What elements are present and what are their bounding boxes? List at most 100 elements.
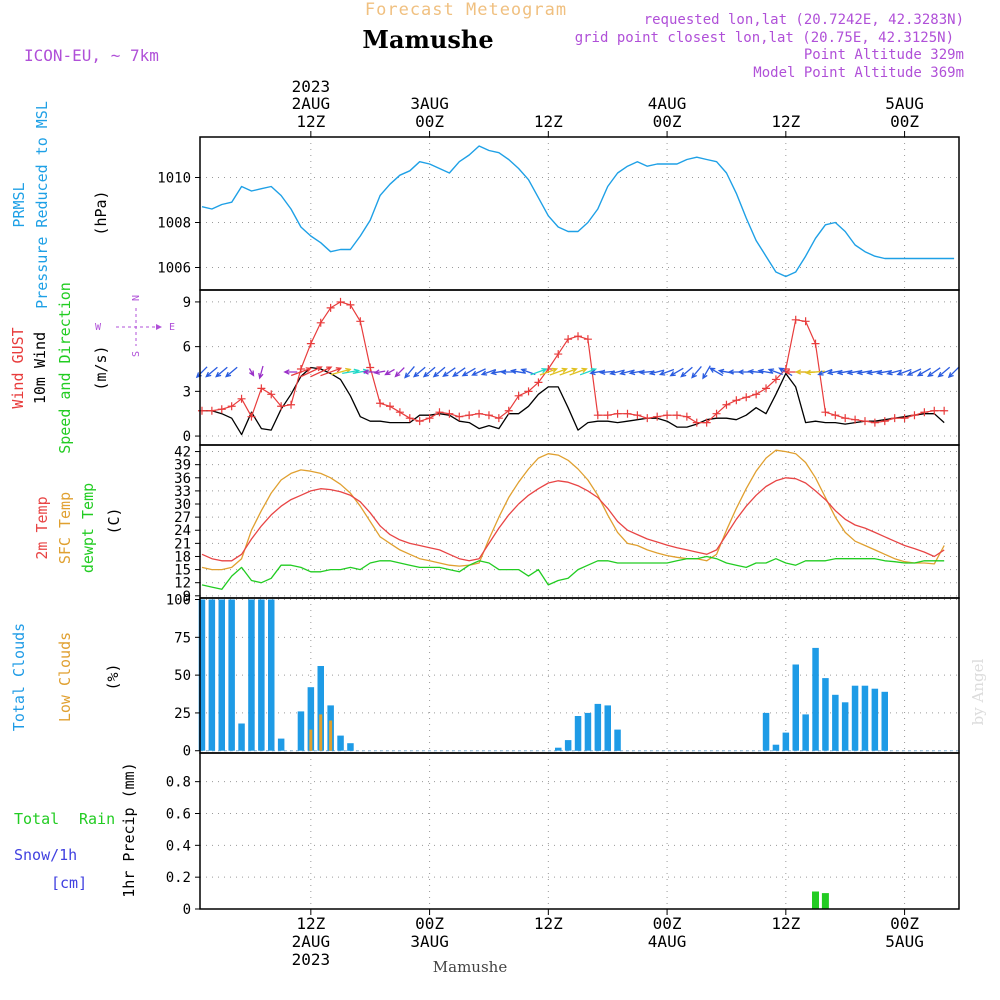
wind-direction-arrow-icon (886, 369, 902, 376)
total-cloud-bar (792, 664, 799, 751)
wind-gust-marker (623, 409, 632, 418)
low-cloud-bar (319, 714, 323, 751)
snow-label: Snow/1h (14, 846, 77, 864)
total-cloud-bar (812, 647, 819, 751)
bottom-time-label: 00Z (890, 914, 919, 933)
wind-gust-marker (425, 414, 434, 423)
wind-gust-marker (534, 378, 543, 387)
wind-direction-arrow-icon (619, 369, 635, 376)
y-tick-label: 100 (166, 593, 191, 609)
y-tick-label: 1010 (157, 171, 191, 187)
wind-direction-arrow-icon (817, 368, 833, 376)
total-cloud-bar (208, 599, 216, 751)
wind-gust-marker (445, 409, 454, 418)
y-tick-label: 39 (174, 458, 191, 474)
clouds-unit: (%) (104, 663, 122, 690)
wind-gust-marker (851, 415, 860, 424)
wind-gust-marker (821, 408, 830, 417)
wind-unit: (m/s) (92, 345, 110, 390)
total-cloud-bar (762, 712, 770, 751)
y-tick-label: 1006 (157, 261, 191, 277)
temp-unit: (C) (105, 507, 123, 534)
compass-arrow-icon (156, 324, 162, 330)
header: Forecast Meteogram Mamushe ICON-EU, ~ 7k… (24, 0, 964, 81)
y-tick-label: 15 (174, 563, 191, 579)
y-tick-label: 0 (183, 902, 191, 918)
total-cloud-bar (564, 740, 572, 751)
low-clouds-label: Low Clouds (56, 632, 74, 722)
wind-gust-marker (435, 408, 444, 417)
total-cloud-bar (218, 599, 225, 751)
bottom-time-label: 3AUG (410, 932, 449, 951)
wind-direction-arrow-icon (362, 369, 377, 375)
model-altitude: Model Point Altitude 369m (753, 65, 964, 81)
wind-direction-arrow-icon (412, 366, 426, 378)
grid-point-coords: grid point closest lon,lat (20.75E, 42.3… (575, 30, 954, 46)
wind-gust-marker (227, 402, 236, 411)
panel-frame (199, 444, 960, 599)
frame-layer (199, 136, 960, 910)
wind-gust-marker (564, 335, 573, 344)
y-tick-label: 18 (174, 549, 191, 565)
wind-direction-arrow-icon (224, 366, 238, 378)
wind-direction-arrow-icon (432, 366, 446, 378)
total-cloud-bar (782, 732, 790, 751)
total-cloud-bar (347, 743, 354, 751)
wind-gust-marker (653, 412, 662, 421)
wind-gust-marker (643, 414, 652, 423)
pressure-unit: (hPa) (92, 190, 110, 235)
y-tick-label: 0 (183, 744, 191, 760)
wind-direction-arrow-icon (927, 367, 941, 377)
wind-gust-marker (257, 384, 266, 393)
total-cloud-bar (584, 712, 592, 751)
wind-gust-marker (514, 391, 523, 400)
y-tick-label: 42 (174, 445, 191, 461)
wind-direction-arrow-icon (702, 365, 711, 380)
wind-direction-arrow-icon (461, 367, 476, 377)
compass-east: E (169, 322, 175, 333)
total-cloud-bar (594, 703, 602, 751)
wind-direction-arrow-icon (248, 368, 255, 377)
compass-rose: N S W E (95, 295, 175, 357)
total-cloud-bar (337, 735, 344, 751)
y-tick-label: 0.8 (166, 775, 191, 791)
total-cloud-bar (851, 685, 859, 751)
wind-gust-marker (366, 363, 375, 372)
y-tick-label: 3 (183, 384, 191, 400)
wind-gust-marker (752, 390, 761, 399)
wind-direction-arrow-icon (530, 367, 548, 376)
wind-gust-marker (910, 411, 919, 420)
wind-gust-marker (395, 408, 404, 417)
wind-gust-marker (880, 417, 889, 426)
wind-gust-marker (465, 411, 474, 420)
wind-gust-marker (940, 406, 949, 415)
wind-gust-marker (811, 339, 820, 348)
pressure-msl-label: Pressure Reduced to MSL (33, 101, 51, 309)
y-tick-label: 12 (174, 576, 191, 592)
wind-direction-arrow-icon (422, 366, 436, 378)
wind-gust-marker (277, 402, 286, 411)
wind-gust-marker (574, 332, 583, 341)
wind-gust-marker (247, 412, 256, 421)
wind-gust-marker (405, 414, 414, 423)
bottom-time-label: 12Z (534, 914, 563, 933)
compass-north: N (131, 295, 142, 301)
total-cloud-bar (822, 678, 829, 751)
y-tick-label: 0.2 (166, 870, 191, 886)
bottom-time-label: 12Z (771, 914, 800, 933)
wind-direction-arrow-icon (300, 366, 323, 378)
top-time-label: 00Z (890, 112, 919, 131)
wind-gust-marker (613, 409, 622, 418)
location-title: Mamushe (362, 25, 493, 54)
total-cloud-bar (248, 599, 255, 751)
temp-labels: 2m Temp SFC Temp dewpt Temp (C) (33, 483, 123, 573)
y-tick-label: 1008 (157, 216, 191, 232)
wind-gust-marker (376, 399, 385, 408)
wind-direction-arrow-icon (896, 368, 912, 376)
wind-direction-arrow-icon (691, 365, 702, 379)
wind-gust-marker (346, 300, 355, 309)
total-cloud-bar (555, 747, 562, 751)
wind-gust-marker (920, 408, 929, 417)
bottom-time-label: 2023 (292, 950, 331, 969)
wind-gust-marker (306, 339, 315, 348)
